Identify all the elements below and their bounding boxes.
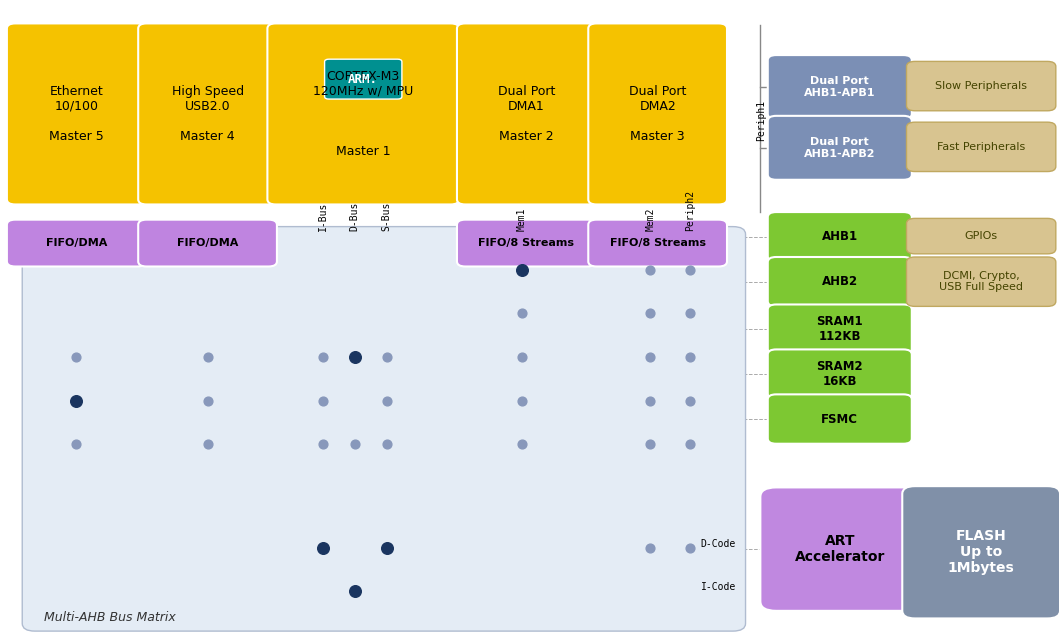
Text: DCMI, Crypto,
USB Full Speed: DCMI, Crypto, USB Full Speed xyxy=(939,271,1023,292)
Text: Ethernet
10/100

Master 5: Ethernet 10/100 Master 5 xyxy=(49,85,104,143)
FancyBboxPatch shape xyxy=(768,257,912,306)
Text: AHB2: AHB2 xyxy=(822,275,858,288)
FancyBboxPatch shape xyxy=(907,257,1056,306)
Point xyxy=(514,352,531,362)
Point xyxy=(682,439,699,449)
FancyBboxPatch shape xyxy=(457,23,595,204)
Point xyxy=(642,396,659,406)
Text: SRAM1
112KB: SRAM1 112KB xyxy=(816,315,863,343)
Text: Dual Port
AHB1-APB2: Dual Port AHB1-APB2 xyxy=(804,137,876,159)
FancyBboxPatch shape xyxy=(768,55,912,119)
FancyBboxPatch shape xyxy=(760,487,919,611)
Text: Dual Port
AHB1-APB1: Dual Port AHB1-APB1 xyxy=(804,76,876,98)
FancyBboxPatch shape xyxy=(457,220,595,266)
Point xyxy=(199,439,216,449)
Text: Slow Peripherals: Slow Peripherals xyxy=(935,81,1027,91)
Point xyxy=(315,396,331,406)
FancyBboxPatch shape xyxy=(22,227,746,631)
Text: Periph2: Periph2 xyxy=(685,190,696,231)
FancyBboxPatch shape xyxy=(768,116,912,180)
Point xyxy=(682,265,699,275)
FancyBboxPatch shape xyxy=(6,23,146,204)
Text: GPIOs: GPIOs xyxy=(965,231,998,241)
FancyBboxPatch shape xyxy=(325,59,402,99)
Point xyxy=(346,439,363,449)
Point xyxy=(199,352,216,362)
Point xyxy=(378,352,395,362)
FancyBboxPatch shape xyxy=(138,23,277,204)
Text: Multi-AHB Bus Matrix: Multi-AHB Bus Matrix xyxy=(44,611,176,624)
Text: FLASH
Up to
1Mbytes: FLASH Up to 1Mbytes xyxy=(948,529,1015,575)
FancyBboxPatch shape xyxy=(6,220,146,266)
Point xyxy=(346,586,363,596)
Point xyxy=(514,308,531,318)
Text: Mem2: Mem2 xyxy=(645,208,656,231)
Point xyxy=(514,439,531,449)
FancyBboxPatch shape xyxy=(768,304,912,354)
Point xyxy=(642,542,659,553)
Text: I-Code: I-Code xyxy=(701,582,736,592)
Text: High Speed
USB2.0

Master 4: High Speed USB2.0 Master 4 xyxy=(172,85,244,143)
FancyBboxPatch shape xyxy=(768,394,912,444)
FancyBboxPatch shape xyxy=(768,212,912,261)
Point xyxy=(68,396,85,406)
Point xyxy=(514,396,531,406)
FancyBboxPatch shape xyxy=(902,486,1059,618)
FancyBboxPatch shape xyxy=(907,218,1056,254)
Point xyxy=(68,352,85,362)
Text: Mem1: Mem1 xyxy=(517,208,527,231)
FancyBboxPatch shape xyxy=(907,122,1056,172)
Text: Dual Port
DMA2

Master 3: Dual Port DMA2 Master 3 xyxy=(629,85,686,143)
Point xyxy=(682,542,699,553)
Point xyxy=(68,439,85,449)
Point xyxy=(378,439,395,449)
FancyBboxPatch shape xyxy=(138,220,277,266)
Point xyxy=(642,308,659,318)
Text: Periph1: Periph1 xyxy=(756,100,766,141)
Point xyxy=(642,265,659,275)
Text: CORTEX-M3
120MHz w/ MPU



Master 1: CORTEX-M3 120MHz w/ MPU Master 1 xyxy=(313,70,413,158)
Text: ARM.: ARM. xyxy=(348,73,378,85)
Text: AHB1: AHB1 xyxy=(822,230,858,243)
Point xyxy=(315,352,331,362)
Point xyxy=(682,352,699,362)
FancyBboxPatch shape xyxy=(589,220,728,266)
Text: Fast Peripherals: Fast Peripherals xyxy=(937,142,1025,152)
Text: FIFO/8 Streams: FIFO/8 Streams xyxy=(610,238,705,248)
Point xyxy=(315,542,331,553)
Point xyxy=(378,396,395,406)
Text: D-Code: D-Code xyxy=(701,539,736,549)
Point xyxy=(378,542,395,553)
Text: S-Bus: S-Bus xyxy=(381,202,392,231)
Text: FIFO/DMA: FIFO/DMA xyxy=(177,238,238,248)
Text: SRAM2
16KB: SRAM2 16KB xyxy=(816,360,863,388)
Point xyxy=(642,352,659,362)
Text: FIFO/8 Streams: FIFO/8 Streams xyxy=(479,238,574,248)
FancyBboxPatch shape xyxy=(768,349,912,399)
Text: Dual Port
DMA1

Master 2: Dual Port DMA1 Master 2 xyxy=(498,85,555,143)
FancyBboxPatch shape xyxy=(267,23,460,204)
Point xyxy=(346,352,363,362)
Point xyxy=(315,439,331,449)
Point xyxy=(682,308,699,318)
Text: FIFO/DMA: FIFO/DMA xyxy=(46,238,107,248)
Point xyxy=(514,265,531,275)
Point xyxy=(199,396,216,406)
Text: FSMC: FSMC xyxy=(822,413,858,425)
Text: I-Bus: I-Bus xyxy=(318,202,328,231)
Point xyxy=(642,439,659,449)
Text: ART
Accelerator: ART Accelerator xyxy=(794,534,885,564)
Text: D-Bus: D-Bus xyxy=(349,202,360,231)
FancyBboxPatch shape xyxy=(589,23,728,204)
FancyBboxPatch shape xyxy=(907,61,1056,111)
Point xyxy=(682,396,699,406)
